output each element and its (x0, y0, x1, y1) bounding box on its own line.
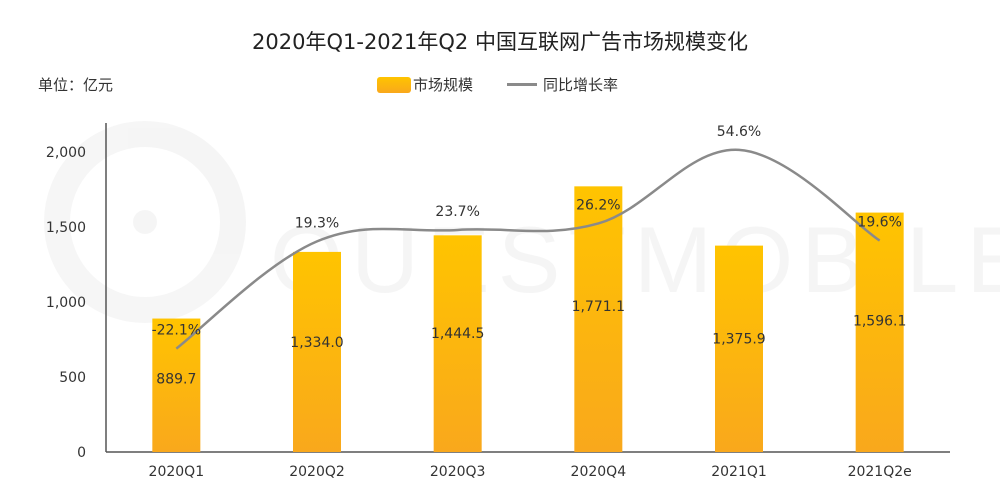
bar-value-label: 1,596.1 (853, 313, 906, 329)
y-tick-label: 500 (59, 370, 86, 386)
line-value-label: -22.1% (152, 323, 202, 339)
legend-item-line: 同比增长率 (507, 74, 618, 95)
legend-item-bar: 市场规模 (377, 74, 473, 95)
line-value-label: 54.6% (717, 124, 761, 140)
line-value-label: 26.2% (576, 197, 620, 213)
bar-value-label: 1,334.0 (290, 335, 343, 351)
x-tick-label: 2020Q2 (289, 464, 345, 480)
bar-value-label: 1,771.1 (572, 299, 625, 315)
legend-bar-label: 市场规模 (413, 76, 474, 94)
y-tick-label: 1,500 (46, 220, 86, 236)
bar (433, 235, 482, 452)
bar (152, 318, 201, 452)
bar (574, 186, 623, 452)
bar-value-label: 889.7 (156, 372, 196, 388)
x-tick-label: 2020Q4 (571, 464, 627, 480)
legend-line-label: 同比增长率 (543, 76, 619, 94)
legend: 市场规模 同比增长率 (377, 74, 652, 95)
chart-title: 2020年Q1-2021年Q2 中国互联网广告市场规模变化 (252, 30, 748, 54)
y-tick-label: 2,000 (46, 145, 86, 161)
y-tick-label: 0 (77, 445, 86, 461)
y-tick-label: 1,000 (46, 295, 86, 311)
line-value-label: 23.7% (435, 204, 479, 220)
growth-rate-line (175, 148, 881, 350)
x-tick-label: 2020Q3 (430, 464, 486, 480)
bar (293, 251, 341, 452)
line-value-label: 19.3% (295, 215, 339, 231)
line-value-label: 19.6% (857, 215, 901, 231)
unit-label: 单位：亿元 (38, 76, 114, 94)
bar (715, 245, 763, 452)
x-tick-label: 2020Q1 (149, 464, 205, 480)
bar (855, 212, 904, 452)
bar-value-label: 1,444.5 (431, 326, 484, 342)
legend-line-swatch (507, 83, 538, 86)
bar-value-label: 1,375.9 (712, 331, 765, 347)
x-tick-label: 2021Q1 (711, 464, 767, 480)
legend-bar-swatch (377, 76, 411, 93)
x-tick-label: 2021Q2e (848, 464, 912, 480)
